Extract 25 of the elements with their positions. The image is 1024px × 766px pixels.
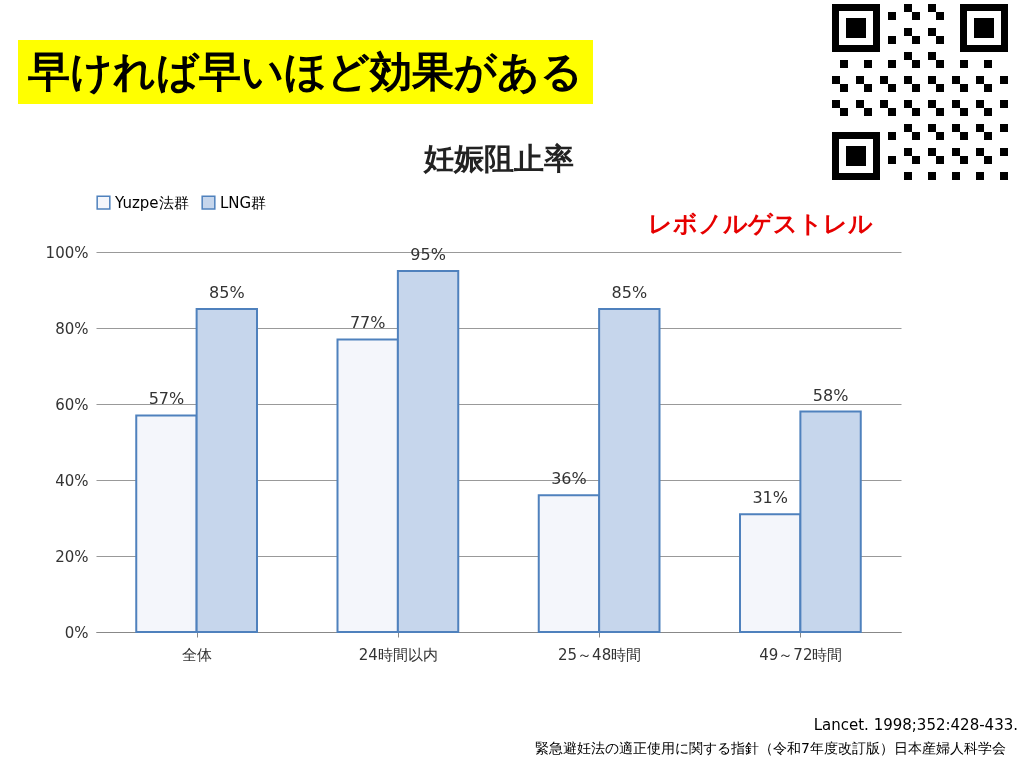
x-tick-label: 24時間以内: [358, 645, 438, 664]
chart-subtitle: 妊娠阻止率: [422, 141, 574, 176]
legend-label: LNG群: [220, 193, 267, 212]
data-label: 77%: [349, 313, 386, 333]
x-tick-label: 49～72時間: [759, 645, 843, 664]
y-tick-label: 100%: [45, 243, 89, 262]
y-tick-label: 60%: [55, 395, 89, 414]
data-label: 85%: [611, 283, 648, 302]
data-label: 36%: [551, 469, 587, 489]
x-tick-label: 25～48時間: [558, 645, 642, 664]
data-label: 85%: [209, 283, 245, 302]
data-label: 57%: [148, 389, 185, 409]
text: Lancet. 1998;352:428-433.: [813, 716, 1018, 734]
legend-label: Yuzpe法群: [114, 193, 189, 212]
chart-title: 早ければ早いほど効果がある: [18, 40, 593, 104]
y-tick-label: 40%: [55, 471, 89, 490]
x-tick-label: 全体: [182, 645, 213, 664]
text: レボノルゲストレル: [648, 208, 873, 240]
y-tick-label: 0%: [64, 623, 89, 642]
y-tick-label: 20%: [55, 547, 89, 566]
data-label: 95%: [410, 245, 446, 264]
data-label: 58%: [812, 385, 849, 405]
y-tick-label: 80%: [55, 319, 89, 338]
text: 緊急避妊法の適正使用に関する指針（令和7年度改訂版）日本産婦人科学会: [535, 740, 1006, 758]
data-label: 31%: [752, 488, 788, 508]
